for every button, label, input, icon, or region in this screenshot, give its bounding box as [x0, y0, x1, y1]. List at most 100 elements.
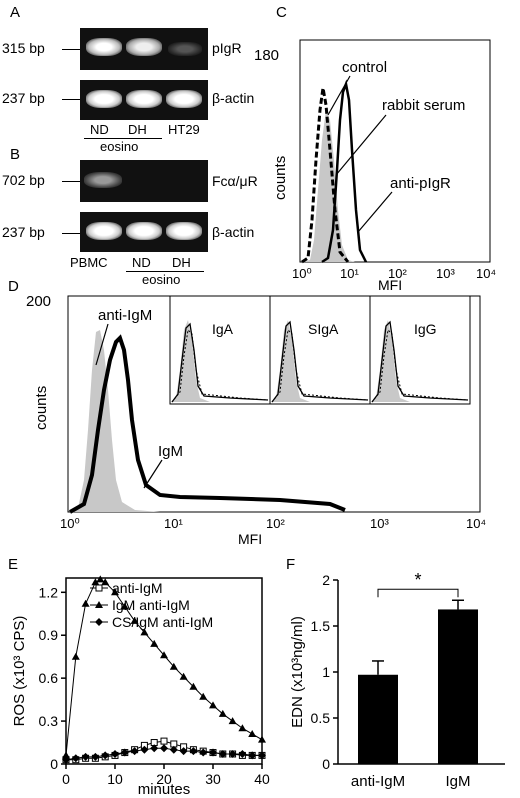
- panel-e-ytick-label: 0.6: [39, 670, 59, 686]
- panel-d-inset-iga: IgA: [169, 295, 271, 405]
- panel-c-rabbit-serum-area: [303, 110, 355, 262]
- panel-e-xtick-label: 40: [254, 771, 270, 787]
- panel-d-annot-anti-igm: anti-IgM: [98, 307, 152, 324]
- panel-e-point-1: [150, 639, 159, 647]
- panel-f-ylabel: EDN (x10³ng/ml): [289, 616, 306, 728]
- panel-c-xtick-2: 10²: [388, 266, 407, 281]
- panel-c-control-line: [301, 87, 350, 264]
- panel-f-ytick-label: 1: [322, 664, 330, 680]
- panel-d-xtick-2: 10²: [266, 516, 285, 531]
- panel-d-xtick-0: 10⁰: [60, 516, 80, 531]
- inset-label-siga: SIgA: [308, 321, 339, 337]
- panel-e-point-2: [189, 747, 198, 756]
- panel-e-xtick-label: 0: [62, 771, 70, 787]
- panel-b-gene-actin: β-actin: [212, 224, 255, 240]
- panel-e-point-2: [120, 748, 129, 757]
- panel-a-gel-actin: [80, 80, 208, 120]
- panel-c-annot-control: control: [342, 59, 387, 76]
- panel-c-xtick-3: 10³: [436, 266, 455, 281]
- panel-b-lane-dh: DH: [172, 255, 191, 270]
- panel-e-point-1: [258, 735, 266, 743]
- panel-e-point-2: [130, 747, 139, 756]
- panel-d-xtick-3: 10³: [370, 516, 389, 531]
- panel-c-anti-pigr-line: [321, 79, 368, 264]
- panel-e-point-2: [101, 751, 110, 760]
- panel-b-gel-actin: [80, 212, 208, 252]
- panel-e-legend-marker-1: [95, 601, 103, 608]
- panel-d-letter: D: [8, 278, 19, 295]
- panel-e-point-2: [179, 747, 188, 756]
- panel-e-chart: 0 0.3 0.6 0.9 1.2 0 10 20 30 40 minutes ROS (x10³ C…: [11, 575, 270, 798]
- panel-d-xlabel: MFI: [238, 531, 262, 547]
- panel-e-point-1: [111, 588, 119, 596]
- panel-e-point-2: [169, 745, 178, 754]
- panel-c-annot-anti-pigr: anti-pIgR: [390, 175, 451, 192]
- panel-e-point-1: [248, 729, 257, 737]
- panel-c-y-max: 180: [254, 47, 279, 64]
- panel-d-histogram: 200 counts anti-IgM IgM IgA SIgA IgG 10⁰…: [26, 293, 486, 547]
- band-dh-actin-b: [166, 222, 202, 240]
- panel-e-legend-label-1: IgM anti-IgM: [112, 597, 190, 613]
- panel-b-group-line: [126, 271, 204, 272]
- panel-c-histogram: 180 counts control rabbit serum anti-pIg…: [254, 39, 496, 290]
- panel-e-xtick-label: 30: [205, 771, 221, 787]
- panel-e-point-1: [209, 701, 217, 709]
- panel-e-point-1: [71, 652, 80, 660]
- panel-e-point-2: [160, 744, 168, 753]
- panel-b-lane-nd: ND: [132, 255, 151, 270]
- panel-d-pointer-anti-igm: [95, 323, 109, 366]
- panel-b-letter: B: [10, 146, 21, 163]
- band-ht29-actin: [166, 90, 202, 108]
- panel-e-point-2: [71, 754, 80, 763]
- panel-a-gel-pigr: [80, 28, 208, 70]
- panel-e-point-1: [120, 602, 129, 610]
- panel-e-point-1: [96, 575, 105, 583]
- panel-f-significance-star: *: [414, 570, 421, 590]
- panel-d-inset-siga: SIgA: [269, 295, 371, 405]
- band-pbmc-fcr: [84, 172, 122, 188]
- panel-d-xtick-4: 10⁴: [466, 516, 486, 531]
- band-pbmc-actin: [86, 222, 122, 240]
- panel-e-point-1: [130, 616, 139, 624]
- panel-e-legend-marker-2: [95, 618, 103, 626]
- panel-c-xtick-1: 10¹: [340, 266, 359, 281]
- panel-e-ytick-label: 1.2: [39, 584, 59, 600]
- panel-c-xtick-0: 10⁰: [292, 266, 312, 281]
- panel-f-category-1: IgM: [445, 773, 470, 790]
- panel-e-xtick-label: 10: [107, 771, 123, 787]
- panel-e-letter: E: [8, 556, 19, 573]
- panel-b-group-label: eosino: [142, 272, 181, 287]
- panel-c-xlabel: MFI: [378, 277, 402, 290]
- panel-f-ytick-label: 0: [322, 756, 330, 772]
- panel-e-point-1: [218, 709, 227, 717]
- panel-e-point-1: [179, 672, 188, 680]
- inset-label-iga: IgA: [212, 321, 234, 337]
- panel-c-annot-rabbit: rabbit serum: [382, 97, 465, 114]
- panel-e-legend-label-2: CS/IgM anti-IgM: [112, 614, 213, 630]
- panel-c-ylabel: counts: [272, 156, 289, 200]
- panel-c-plot-frame: [299, 39, 491, 263]
- panel-a-group-line: [84, 138, 162, 139]
- panel-c-xtick-4: 10⁴: [476, 266, 496, 281]
- panel-e-point-1: [228, 717, 237, 725]
- panel-d-annot-igm: IgM: [158, 443, 183, 460]
- panel-e-point-2: [238, 749, 247, 758]
- panel-a-group-label: eosino: [100, 139, 139, 154]
- panel-e-point-2: [140, 745, 149, 754]
- panel-e-point-1: [91, 578, 100, 586]
- band-dh-pigr: [126, 38, 162, 56]
- panel-b-tick-bottom: [62, 233, 80, 234]
- panel-b-gel-fcr: [80, 160, 208, 202]
- panel-e-point-1: [160, 651, 168, 659]
- panel-e-point-1: [169, 662, 178, 670]
- panel-e-point-1: [238, 724, 247, 732]
- panel-e-legend-marker-0: [95, 584, 103, 592]
- band-nd-actin-b: [126, 222, 162, 240]
- panel-d-igm-line: [69, 334, 346, 514]
- band-ht29-pigr: [168, 42, 202, 56]
- panel-e-ylabel: ROS (x10³ CPS): [11, 616, 28, 727]
- panel-e-ytick-label: 0.3: [39, 713, 59, 729]
- panel-f-bar-0: [358, 674, 398, 764]
- panel-e-point-1: [199, 692, 208, 700]
- panel-c-pointer-anti-pigr: [357, 191, 393, 233]
